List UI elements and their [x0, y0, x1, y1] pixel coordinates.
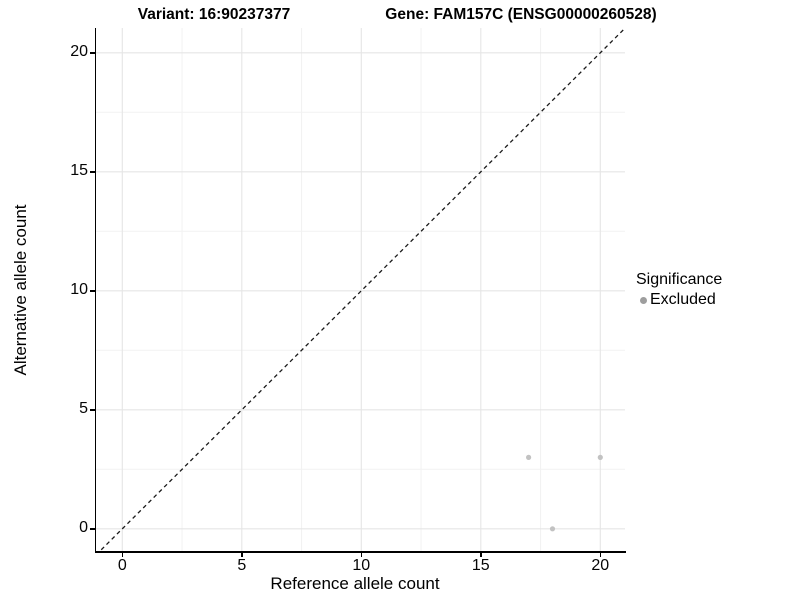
y-axis-line — [94, 28, 96, 553]
gene-title: Gene: FAM157C (ENSG00000260528) — [385, 6, 657, 23]
data-point — [597, 454, 603, 460]
y-tick-label: 0 — [79, 519, 88, 537]
y-tick-label: 5 — [79, 400, 88, 418]
y-tick-mark — [90, 52, 95, 54]
plot-canvas — [96, 28, 625, 551]
y-tick-label: 20 — [70, 43, 88, 61]
x-tick-label: 0 — [117, 557, 127, 574]
legend-title: Significance — [636, 271, 723, 288]
legend: Significance Excluded — [636, 271, 722, 309]
data-point — [526, 454, 532, 460]
x-tick-mark — [599, 552, 602, 557]
plot-panel — [96, 28, 625, 551]
variant-title: Variant: 16:90237377 — [137, 6, 291, 23]
legend-item-excluded: Excluded — [640, 291, 722, 309]
x-axis-title: Reference allele count — [270, 574, 440, 593]
excluded-point-icon — [640, 296, 647, 304]
y-tick-mark — [90, 528, 95, 530]
x-tick-mark — [121, 552, 124, 557]
y-tick-mark — [90, 171, 95, 173]
y-tick-mark — [90, 409, 95, 411]
data-point — [549, 526, 556, 532]
y-tick-label: 10 — [70, 281, 88, 299]
x-tick-mark — [360, 552, 363, 557]
x-axis-line — [94, 551, 626, 553]
x-tick-mark — [480, 552, 482, 557]
x-tick-label: 15 — [471, 557, 490, 574]
x-tick-label: 20 — [591, 557, 610, 574]
y-axis-title: Alternative allele count — [11, 204, 30, 376]
legend-item-label: Excluded — [650, 291, 716, 308]
x-tick-mark — [241, 552, 243, 557]
x-tick-label: 5 — [237, 557, 247, 574]
y-tick-label: 15 — [70, 162, 88, 180]
identity-dashed-line — [99, 28, 625, 551]
x-tick-label: 10 — [352, 557, 371, 574]
y-tick-mark — [90, 290, 95, 292]
